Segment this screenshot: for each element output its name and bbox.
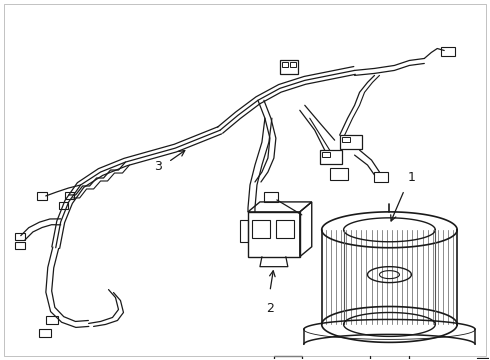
Bar <box>65 192 74 199</box>
Bar <box>342 137 349 142</box>
Text: 1: 1 <box>407 171 415 184</box>
Bar <box>282 62 288 67</box>
Bar <box>276 220 294 238</box>
Bar <box>330 168 347 180</box>
Bar <box>46 316 58 324</box>
Bar <box>15 242 25 249</box>
Bar <box>319 150 342 164</box>
Text: 3: 3 <box>154 159 162 172</box>
Bar <box>280 60 298 75</box>
Bar <box>37 192 47 200</box>
Bar <box>322 152 330 157</box>
Bar <box>264 192 278 202</box>
Bar <box>39 329 51 337</box>
Bar <box>290 62 296 67</box>
Bar <box>252 220 270 238</box>
Bar <box>441 46 455 57</box>
Bar <box>374 172 389 182</box>
Bar <box>15 233 25 240</box>
Bar <box>340 135 362 149</box>
Bar <box>59 202 68 209</box>
Text: 2: 2 <box>266 302 274 315</box>
